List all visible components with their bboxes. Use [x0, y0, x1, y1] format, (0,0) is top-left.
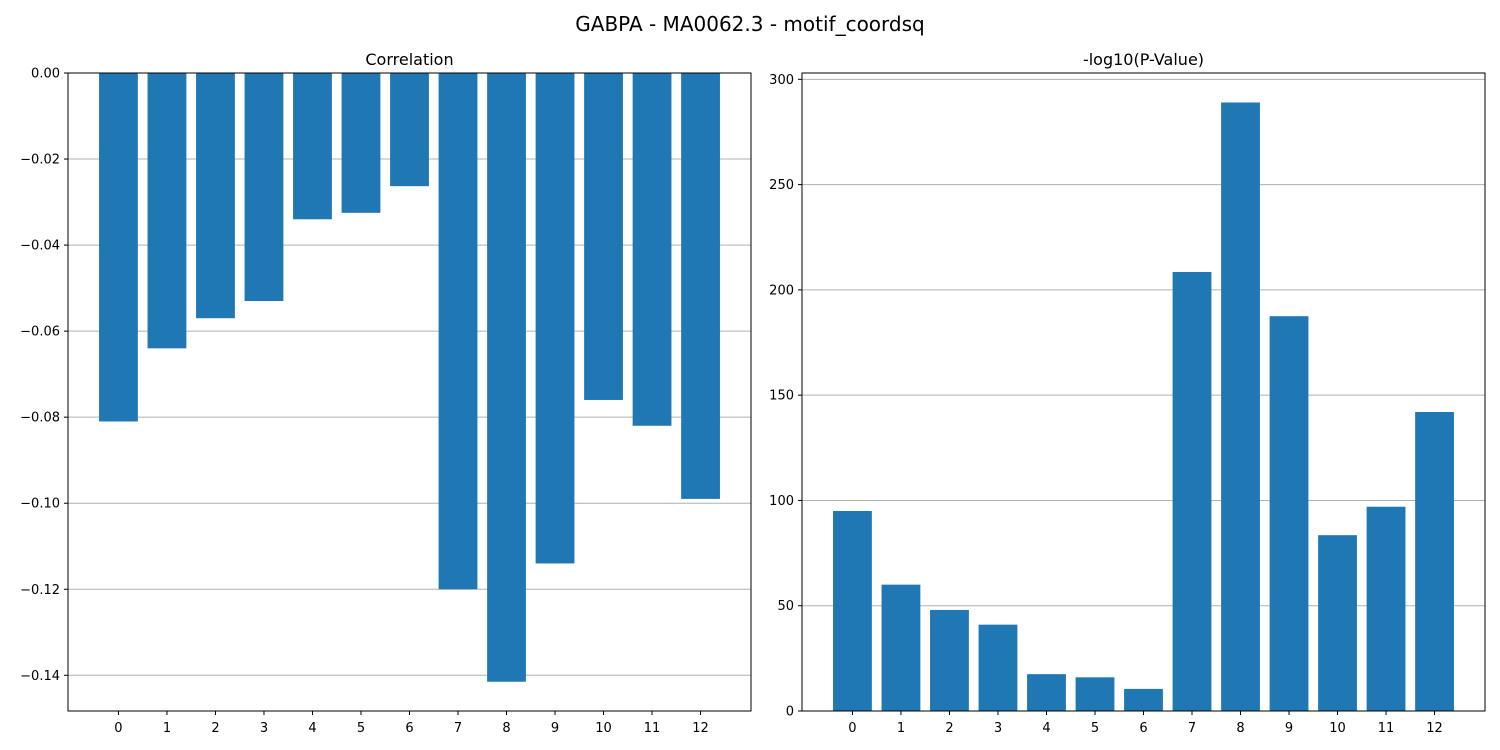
figure-title: GABPA - MA0062.3 - motif_coordsq [575, 12, 924, 36]
bar-4 [1027, 674, 1066, 711]
x-tick-label: 1 [897, 721, 905, 736]
bar-7 [438, 73, 478, 590]
bar-12 [681, 73, 720, 499]
bar-3 [978, 624, 1018, 711]
x-tick-label: 3 [994, 721, 1002, 736]
x-tick-label: 4 [308, 721, 316, 736]
bar-11 [632, 73, 672, 426]
y-tick-label: −0.10 [20, 497, 60, 512]
y-tick-label: 150 [769, 389, 794, 404]
bar-7 [1172, 271, 1212, 711]
bar-1 [147, 73, 187, 349]
bar-10 [1318, 535, 1357, 711]
bar-6 [390, 73, 429, 187]
x-tick-label: 0 [114, 721, 122, 736]
x-tick-label: 0 [848, 721, 856, 736]
x-tick-label: 3 [260, 721, 268, 736]
y-tick-label: −0.14 [20, 669, 60, 684]
y-tick-label: −0.08 [20, 411, 60, 426]
bar-2 [196, 73, 235, 319]
x-tick-label: 9 [551, 721, 559, 736]
x-tick-label: 7 [1188, 721, 1196, 736]
x-tick-label: 11 [1378, 721, 1395, 736]
bar-9 [535, 73, 575, 564]
x-tick-label: 7 [454, 721, 462, 736]
x-tick-label: 5 [357, 721, 365, 736]
x-tick-label: 2 [945, 721, 953, 736]
bar-3 [244, 73, 284, 302]
bar-2 [930, 609, 969, 711]
x-tick-label: 1 [163, 721, 171, 736]
bar-10 [584, 73, 623, 400]
panel-title: -log10(P-Value) [1083, 50, 1204, 69]
bar-0 [99, 73, 138, 422]
x-tick-label: 11 [644, 721, 661, 736]
x-tick-label: 6 [1139, 721, 1147, 736]
y-tick-label: 300 [769, 73, 794, 88]
bar-11 [1366, 506, 1406, 711]
bar-12 [1415, 412, 1454, 711]
correlation-panel: 0.00 −0.02 −0.04 −0.06 −0.08 −0.10 −0.12 −0.14 0… [20, 50, 752, 736]
x-tick-label: 2 [211, 721, 219, 736]
bar-1 [881, 584, 921, 711]
x-tick-label: 10 [595, 721, 612, 736]
y-tick-label: 200 [769, 283, 794, 298]
x-tick-label: 9 [1285, 721, 1293, 736]
bar-0 [833, 510, 872, 711]
x-tick-label: 12 [1426, 721, 1443, 736]
bar-8 [487, 73, 526, 682]
bar-8 [1221, 102, 1260, 712]
x-tick-label: 8 [1236, 721, 1244, 736]
bar-9 [1269, 316, 1309, 711]
y-tick-label: −0.06 [20, 325, 60, 340]
x-tick-label: 12 [692, 721, 709, 736]
x-tick-label: 5 [1091, 721, 1099, 736]
y-tick-label: −0.02 [20, 153, 60, 168]
x-tick-label: 4 [1042, 721, 1050, 736]
x-tick-label: 8 [502, 721, 510, 736]
y-tick-label: 100 [769, 494, 794, 509]
y-tick-label: −0.12 [20, 583, 60, 598]
y-tick-label: −0.04 [20, 239, 60, 254]
panel-title: Correlation [365, 50, 453, 69]
y-tick-label: 0 [786, 705, 794, 720]
y-tick-label: 0.00 [31, 67, 60, 82]
bar-5 [341, 73, 381, 213]
x-tick-label: 6 [405, 721, 413, 736]
bar-4 [293, 73, 332, 220]
y-tick-label: 50 [777, 599, 794, 614]
bar-6 [1124, 688, 1163, 711]
x-tick-label: 10 [1329, 721, 1346, 736]
y-tick-label: 250 [769, 178, 794, 193]
bar-5 [1075, 677, 1115, 711]
